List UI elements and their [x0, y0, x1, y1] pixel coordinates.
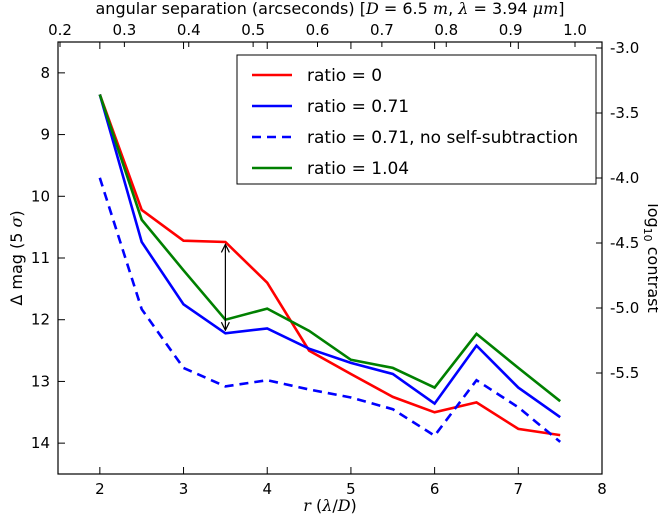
y-tick-label-left-11: 11: [31, 249, 50, 267]
legend: ratio = 0 ratio = 0.71 ratio = 0.71, no se…: [236, 54, 597, 185]
y-tick-label-left-8: 8: [40, 64, 50, 82]
top-tick-label-0.5: 0.5: [241, 21, 265, 39]
legend-box: [236, 54, 597, 185]
x-axis-label: r (λ/D): [303, 496, 357, 515]
top-tick-label-0.8: 0.8: [434, 21, 458, 39]
top-tick-label-0.2: 0.2: [48, 21, 72, 39]
series-ratio-0-line: [98, 94, 561, 437]
y-tick-label-left-10: 10: [31, 187, 50, 205]
series-ratio-1-04-line: [98, 94, 562, 403]
legend-label-ratio-0: ratio = 0: [307, 66, 382, 86]
series-ratio-0-71-no-self-subtraction-line: [98, 177, 562, 443]
x-tick-label-3: 3: [179, 480, 189, 498]
x-tick-label-7: 7: [514, 480, 524, 498]
y-tick-label-right--4.0: -4.0: [610, 169, 639, 187]
top-tick-label-0.9: 0.9: [499, 21, 523, 39]
x-tick-label-4: 4: [262, 480, 272, 498]
y-tick-label-left-12: 12: [31, 311, 50, 329]
y-tick-label-right--4.5: -4.5: [610, 234, 639, 252]
top-tick-label-1.0: 1.0: [563, 21, 587, 39]
y-tick-label-right--3.5: -3.5: [610, 104, 639, 122]
x-tick-label-5: 5: [346, 480, 356, 498]
top-tick-label-0.4: 0.4: [177, 21, 201, 39]
legend-label-ratio-1-04: ratio = 1.04: [307, 159, 409, 179]
x-tick-label-6: 6: [430, 480, 440, 498]
legend-label-ratio-0-71-no-self-subtraction: ratio = 0.71, no self-subtraction: [307, 128, 578, 148]
x-tick-label-2: 2: [95, 480, 105, 498]
y-tick-label-right--3.0: -3.0: [610, 39, 639, 57]
y-tick-label-right--5.0: -5.0: [610, 299, 639, 317]
legend-label-ratio-0-71: ratio = 0.71: [307, 97, 409, 117]
top-tick-label-0.7: 0.7: [370, 21, 394, 39]
y-tick-label-left-13: 13: [31, 372, 50, 390]
top-axis-label: angular separation (arcseconds) [D = 6.5…: [96, 0, 565, 18]
ticks-layer: 2 3 4 5 6 7 8 8 9 10 11 12 13 14 0.2 0.3 0.4 0.5 0.6 0.7 0.8…: [31, 21, 639, 498]
y-tick-label-left-9: 9: [40, 126, 50, 144]
series-layer: [98, 94, 562, 443]
y-tick-label-right--5.5: -5.5: [610, 364, 639, 382]
top-tick-label-0.3: 0.3: [112, 21, 136, 39]
y-axis-label-right: log10 contrast: [641, 203, 658, 312]
y-tick-label-left-14: 14: [31, 434, 50, 452]
series-ratio-0-71-line: [98, 94, 561, 419]
top-tick-label-0.6: 0.6: [306, 21, 330, 39]
y-axis-label-left: Δ mag (5 σ): [7, 210, 26, 305]
x-tick-label-8: 8: [597, 480, 607, 498]
